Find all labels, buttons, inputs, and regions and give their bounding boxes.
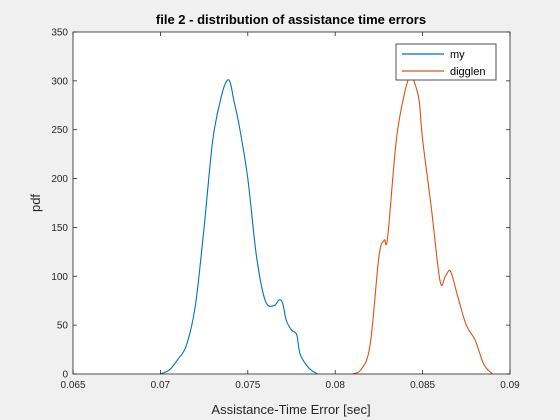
- legend: my digglen: [395, 43, 497, 81]
- chart-title: file 2 - distribution of assistance time…: [156, 12, 426, 27]
- y-tick-label: 250: [51, 125, 68, 136]
- y-tick-label: 200: [51, 174, 68, 185]
- x-tick-label: 0.065: [60, 380, 85, 391]
- y-tick-label: 350: [51, 28, 68, 39]
- legend-box: [395, 43, 497, 81]
- series-line-digglen: [352, 74, 493, 375]
- y-tick-label: 0: [62, 370, 68, 381]
- y-axis: 0 50 100 150 200 250 300 350: [51, 28, 510, 381]
- x-tick-label: 0.07: [151, 380, 171, 391]
- x-tick-label: 0.085: [410, 380, 435, 391]
- legend-label-my: my: [450, 49, 465, 61]
- y-tick-label: 150: [51, 223, 68, 234]
- y-tick-label: 300: [51, 76, 68, 87]
- x-axis-label: Assistance-Time Error [sec]: [211, 402, 370, 417]
- x-tick-label: 0.08: [325, 380, 345, 391]
- x-tick-label: 0.09: [500, 380, 520, 391]
- x-axis: 0.065 0.07 0.075 0.08 0.085 0.09: [60, 32, 520, 391]
- y-tick-label: 50: [57, 321, 69, 332]
- plot-area: [73, 32, 510, 374]
- x-tick-label: 0.075: [235, 380, 260, 391]
- series-line-my: [160, 79, 319, 375]
- y-tick-label: 100: [51, 272, 68, 283]
- plot-frame: [72, 31, 511, 375]
- y-axis-label: pdf: [28, 194, 43, 212]
- series-layer: [160, 74, 493, 375]
- legend-label-digglen: digglen: [450, 66, 485, 78]
